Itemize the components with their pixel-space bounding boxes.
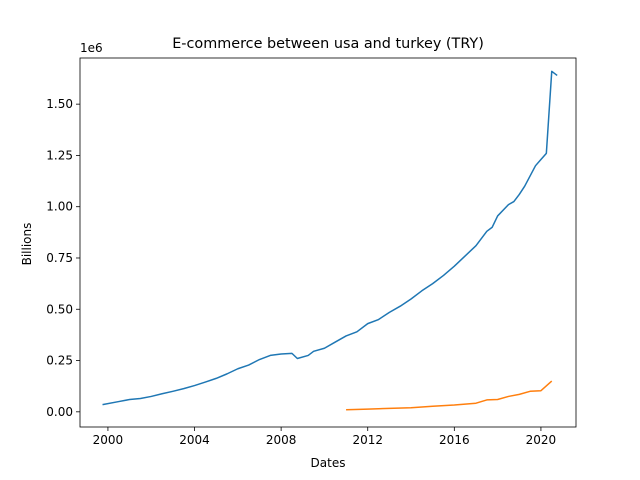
chart-title: E-commerce between usa and turkey (TRY)	[172, 36, 484, 52]
y-offset-text: 1e6	[80, 41, 103, 55]
y-axis-label: Billions	[20, 223, 34, 266]
data-line	[102, 70, 558, 406]
x-tick-label: 2000	[93, 433, 124, 447]
y-tick-label: 1.25	[46, 148, 73, 162]
x-axis-label: Dates	[311, 456, 346, 470]
data-line	[346, 380, 553, 411]
y-tick-label: 1.00	[46, 200, 73, 214]
y-tick-label: 0.50	[46, 302, 73, 316]
x-tick-label: 2020	[526, 433, 557, 447]
y-tick-label: 0.25	[46, 354, 73, 368]
plot-frame	[79, 57, 577, 428]
y-tick-label: 0.00	[46, 405, 73, 419]
x-tick-label: 2016	[439, 433, 470, 447]
x-tick-label: 2008	[266, 433, 297, 447]
x-tick-label: 2004	[179, 433, 210, 447]
y-tick-label: 1.50	[46, 97, 73, 111]
x-tick-label: 2012	[352, 433, 383, 447]
y-tick-label: 0.75	[46, 251, 73, 265]
